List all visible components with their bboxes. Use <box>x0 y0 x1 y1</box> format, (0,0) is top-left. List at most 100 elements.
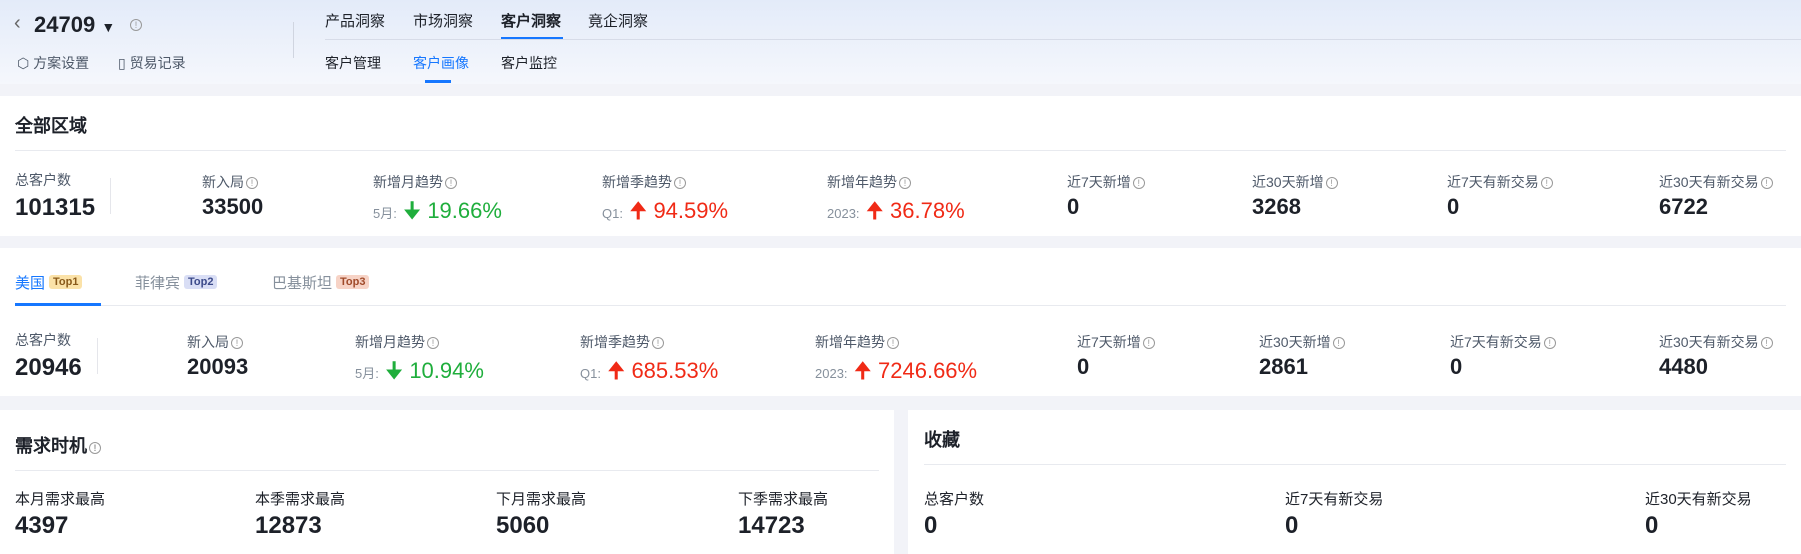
metric-value: 6722 <box>1659 194 1708 219</box>
metric-label: 近30天有新交易! <box>1659 332 1773 352</box>
subnav-tab[interactable]: 客户管理 <box>325 55 381 71</box>
section-title: 全部区域 <box>15 116 87 136</box>
all-region-card: 全部区域 总客户数 101315 新入局! 33500 新增月趋势! 5月: 🠋 19… <box>0 96 1801 236</box>
metric-label: 近7天新增! <box>1077 332 1155 352</box>
metric-label: 近7天有新交易! <box>1447 172 1553 192</box>
trade-records-link[interactable]: ▯ 贸易记录 <box>118 53 186 73</box>
rank-badge: Top1 <box>49 275 83 289</box>
info-icon[interactable]: ! <box>231 337 243 349</box>
stat-label: 总客户数 <box>924 491 985 508</box>
metric-label: 新增季趋势! <box>580 332 664 352</box>
metric-value: 5月: 🠋 10.94% <box>355 358 484 383</box>
metric-label: 近30天新增! <box>1252 172 1338 192</box>
metric-label: 近30天有新交易! <box>1659 172 1773 192</box>
stat-value: 5060 <box>496 512 550 539</box>
arrow-down-icon: 🠋 <box>402 198 422 223</box>
arrow-up-icon: 🠉 <box>607 358 626 383</box>
back-icon[interactable]: ‹ <box>14 12 21 34</box>
settings-link[interactable]: ⬡ 方案设置 <box>17 53 89 73</box>
metric-value: 3268 <box>1252 194 1301 219</box>
stat-label: 下月需求最高 <box>496 491 587 508</box>
metric-value: 5月: 🠋 19.66% <box>373 198 502 223</box>
metric-value: 33500 <box>202 194 264 219</box>
info-icon[interactable]: ! <box>89 442 101 454</box>
metric-label: 新增年趋势! <box>827 172 911 192</box>
metric-label: 新入局! <box>187 332 243 352</box>
divider <box>293 22 294 58</box>
info-icon[interactable]: ! <box>1142 337 1155 349</box>
stat-value: 0 <box>1285 512 1299 539</box>
stat-label: 近30天有新交易 <box>1645 491 1752 508</box>
metric-label: 近30天新增! <box>1259 332 1345 352</box>
info-icon[interactable]: ! <box>1540 177 1553 189</box>
nav-tab[interactable]: 客户洞察 <box>501 13 562 30</box>
metric-value: 2023: 🠉 7246.66% <box>815 358 978 383</box>
subnav-active-indicator <box>425 80 451 83</box>
stat-label: 本季需求最高 <box>255 491 346 508</box>
subnav-tab[interactable]: 客户画像 <box>413 55 469 71</box>
info-icon[interactable]: ! <box>1332 337 1345 349</box>
metric-value: 4480 <box>1659 354 1708 379</box>
metric-value: 20093 <box>187 354 249 379</box>
info-icon[interactable]: ! <box>674 177 686 189</box>
metric-value: 0 <box>1067 194 1080 219</box>
header: ‹ 24709 ▼ ! ⬡ 方案设置 ▯ 贸易记录 产品洞察 市场洞察 客户洞察 竟企… <box>0 0 1801 84</box>
stat-value: 12873 <box>255 512 322 539</box>
caret-down-icon: ▼ <box>101 19 116 35</box>
info-icon[interactable]: ! <box>1325 177 1338 189</box>
nav-active-indicator <box>501 37 563 40</box>
metric-value: 0 <box>1077 354 1090 379</box>
total-label: 总客户数 <box>15 332 71 348</box>
info-icon[interactable]: ! <box>1760 337 1773 349</box>
stat-value: 4397 <box>15 512 69 539</box>
stat-label: 近7天有新交易 <box>1285 491 1384 508</box>
trade-records-label: 贸易记录 <box>129 55 186 71</box>
country-tab[interactable]: 菲律宾 Top2 <box>135 272 218 293</box>
country-tab[interactable]: 美国 Top1 <box>15 272 83 293</box>
gear-icon: ⬡ <box>17 55 30 71</box>
info-icon[interactable]: ! <box>887 337 899 349</box>
info-icon[interactable]: ! <box>1132 177 1145 189</box>
info-icon[interactable]: ! <box>445 177 457 189</box>
info-icon[interactable]: ! <box>427 337 439 349</box>
metric-label: 新增月趋势! <box>355 332 439 352</box>
clipboard-icon: ▯ <box>118 55 126 71</box>
nav-tab[interactable]: 产品洞察 <box>325 13 386 30</box>
info-icon[interactable]: ! <box>1760 177 1773 189</box>
arrow-up-icon: 🠉 <box>629 198 648 223</box>
arrow-up-icon: 🠉 <box>865 198 884 223</box>
metric-label: 新增年趋势! <box>815 332 899 352</box>
info-icon[interactable]: ! <box>899 177 911 189</box>
stat-value: 0 <box>924 512 938 539</box>
total-label: 总客户数 <box>15 172 71 188</box>
subnav-tab[interactable]: 客户监控 <box>501 55 557 71</box>
metric-value: 2023: 🠉 36.78% <box>827 198 965 223</box>
stat-label: 本月需求最高 <box>15 491 106 508</box>
metric-value: Q1: 🠉 94.59% <box>602 198 729 223</box>
metric-value: 0 <box>1447 194 1460 219</box>
info-icon[interactable]: ! <box>130 19 142 31</box>
metric-value: 0 <box>1450 354 1463 379</box>
metric-value: 2861 <box>1259 354 1308 379</box>
plan-id: 24709 <box>34 12 96 37</box>
nav-tab[interactable]: 市场洞察 <box>413 13 474 30</box>
active-tab-indicator <box>15 303 101 306</box>
stat-value: 0 <box>1645 512 1659 539</box>
arrow-down-icon: 🠋 <box>384 358 404 383</box>
total-value: 101315 <box>15 194 96 221</box>
arrow-up-icon: 🠉 <box>853 358 872 383</box>
info-icon[interactable]: ! <box>246 177 258 189</box>
metric-label: 近7天新增! <box>1067 172 1145 192</box>
country-tab[interactable]: 巴基斯坦 Top3 <box>272 272 370 293</box>
section-title: 收藏 <box>924 430 960 450</box>
stat-value: 14723 <box>738 512 805 539</box>
metric-label: 新入局! <box>202 172 258 192</box>
info-icon[interactable]: ! <box>1543 337 1556 349</box>
info-icon[interactable]: ! <box>652 337 664 349</box>
section-title: 需求时机! <box>15 432 101 458</box>
rank-badge: Top2 <box>184 275 218 289</box>
rank-badge: Top3 <box>336 275 370 289</box>
nav-tab[interactable]: 竟企洞察 <box>588 13 649 30</box>
plan-selector[interactable]: 24709 ▼ <box>34 12 115 38</box>
demand-card: 需求时机! 本月需求最高 4397 本季需求最高 12873 下月需求最高 5060 下季需… <box>0 410 894 554</box>
